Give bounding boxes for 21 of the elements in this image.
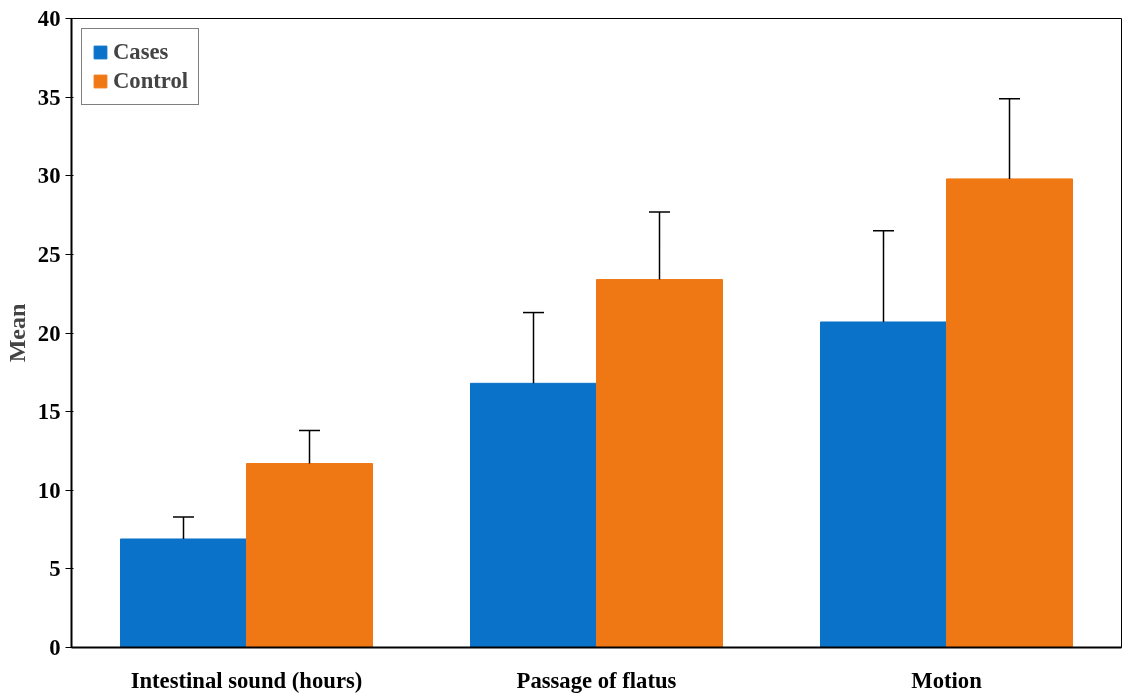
y-tick-label: 10 (37, 477, 61, 503)
y-tick-label: 0 (49, 635, 61, 660)
bar (596, 279, 723, 648)
legend-label: Control (113, 68, 189, 94)
y-tick-label: 35 (37, 84, 61, 110)
y-tick-label: 30 (37, 163, 61, 189)
y-tick-label: 20 (37, 320, 61, 346)
bar (946, 178, 1073, 648)
x-tick-label: Intestinal sound (hours) (130, 667, 363, 693)
legend-label: Cases (113, 39, 169, 65)
bar (820, 321, 947, 648)
y-tick-label: 25 (37, 241, 61, 267)
bar (246, 463, 373, 648)
y-tick-label: 15 (37, 399, 61, 425)
x-tick-label: Motion (911, 667, 983, 693)
y-axis-title: Mean (3, 303, 30, 363)
y-tick-label: 40 (37, 6, 61, 31)
bar (470, 382, 597, 648)
x-tick-label: Passage of flatus (516, 667, 677, 693)
bar (120, 538, 247, 648)
y-tick-label: 5 (49, 556, 61, 582)
